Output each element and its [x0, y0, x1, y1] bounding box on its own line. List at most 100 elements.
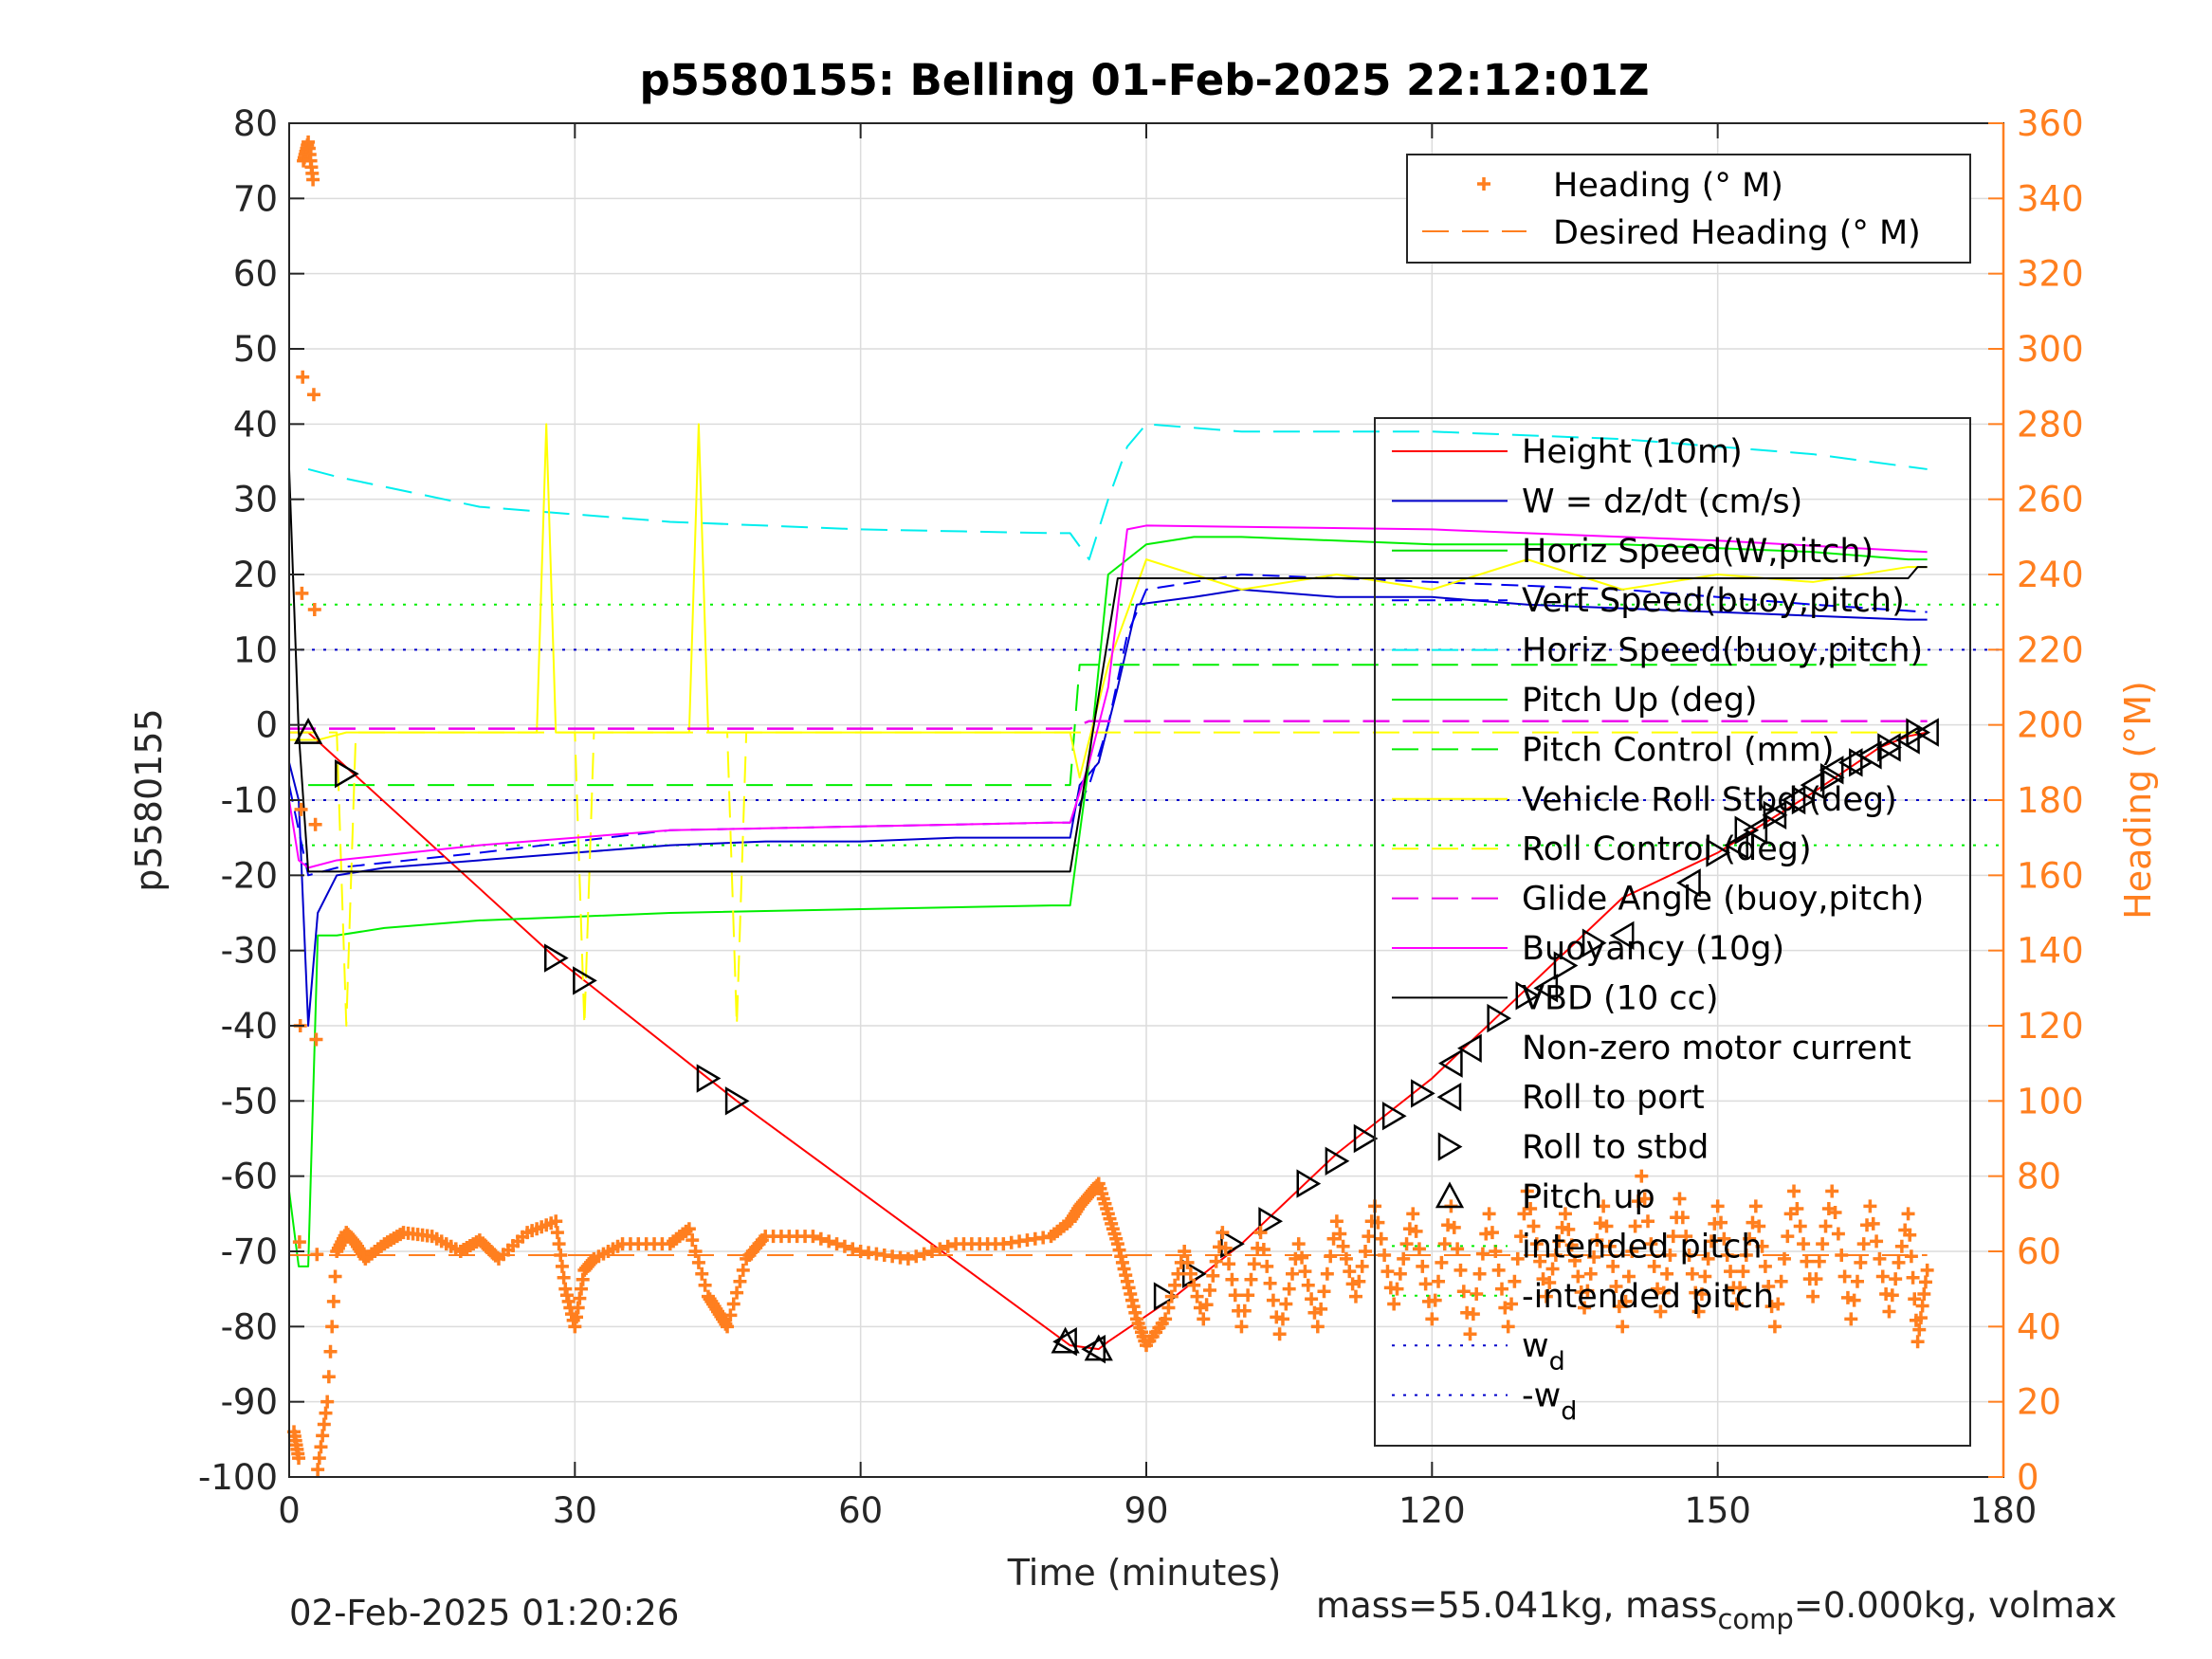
heading-point — [933, 1242, 947, 1256]
y-left-tick-label: -90 — [221, 1382, 278, 1423]
heading-point — [326, 1294, 340, 1308]
y-left-tick-label: 40 — [233, 404, 278, 445]
heading-point — [1666, 1230, 1680, 1244]
heading-point — [1178, 1245, 1192, 1258]
heading-point — [1397, 1251, 1411, 1266]
x-tick-label: 150 — [1684, 1490, 1751, 1531]
heading-point — [1637, 1192, 1652, 1206]
heading-point — [1621, 1269, 1636, 1284]
heading-point — [1199, 1298, 1214, 1312]
heading-point — [837, 1239, 851, 1253]
marker-roll-to-port — [1609, 921, 1635, 950]
heading-point — [1275, 1312, 1289, 1326]
heading-point — [1168, 1278, 1182, 1292]
y-right-tick-label: 40 — [2017, 1306, 2061, 1347]
legend-symbol-roll-port — [1436, 1083, 1462, 1112]
heading-point — [1602, 1239, 1617, 1253]
heading-point — [1590, 1233, 1604, 1248]
heading-point — [1222, 1257, 1236, 1271]
heading-point — [305, 166, 320, 180]
heading-point — [1641, 1214, 1655, 1229]
heading-point — [1673, 1192, 1687, 1206]
heading-point — [1282, 1282, 1296, 1296]
heading-point — [1209, 1254, 1223, 1268]
legend-top-label: Heading (° M) — [1553, 167, 1783, 205]
heading-point — [1447, 1220, 1461, 1234]
heading-point — [1908, 1292, 1922, 1306]
heading-point — [1451, 1242, 1465, 1256]
heading-point — [1345, 1277, 1360, 1291]
heading-point — [1691, 1304, 1706, 1319]
heading-point — [1710, 1199, 1725, 1213]
heading-point — [1724, 1265, 1738, 1279]
heading-point — [1539, 1289, 1553, 1304]
mass-suffix: =0.000kg, volmax — [1793, 1585, 2117, 1626]
heading-point — [1472, 1267, 1487, 1281]
heading-point — [311, 1463, 325, 1477]
heading-point — [1453, 1263, 1468, 1277]
heading-point — [1494, 1282, 1508, 1296]
heading-point — [1771, 1297, 1785, 1311]
marker-roll-to-stbd — [1763, 800, 1788, 830]
heading-point — [1435, 1255, 1449, 1269]
heading-point — [1301, 1278, 1315, 1292]
heading-point — [1456, 1285, 1471, 1299]
heading-point — [321, 1370, 336, 1384]
heading-point — [1863, 1199, 1877, 1213]
marker-roll-to-stbd — [1220, 1229, 1245, 1259]
heading-point — [1764, 1300, 1779, 1314]
heading-point — [1568, 1253, 1581, 1267]
heading-point — [314, 1440, 328, 1454]
legend-main-label: Glide Angle (buoy,pitch) — [1522, 881, 1924, 919]
heading-point — [1854, 1255, 1868, 1269]
heading-point — [1228, 1288, 1242, 1303]
heading-point — [1847, 1293, 1861, 1307]
heading-point — [1548, 1248, 1563, 1262]
heading-point — [1390, 1282, 1404, 1296]
heading-point — [1555, 1220, 1569, 1234]
heading-point — [1583, 1267, 1598, 1281]
legend-main-label: intended pitch — [1522, 1228, 1763, 1266]
series-height-10m- — [289, 731, 1928, 1351]
heading-point — [846, 1242, 860, 1256]
heading-point — [1272, 1327, 1287, 1341]
heading-point — [294, 802, 308, 816]
heading-point — [291, 1447, 305, 1461]
heading-point — [1164, 1289, 1179, 1304]
heading-point — [1295, 1250, 1309, 1265]
marker-roll-to-stbd — [1791, 785, 1817, 815]
heading-point — [309, 1032, 323, 1047]
x-tick-label: 120 — [1398, 1490, 1466, 1531]
right-axis-label: Heading (°M) — [2117, 681, 2159, 920]
heading-point — [1777, 1251, 1791, 1266]
heading-point — [1399, 1237, 1414, 1251]
heading-point — [1524, 1202, 1538, 1216]
heading-point — [1520, 1184, 1534, 1198]
heading-point — [1812, 1254, 1826, 1268]
legend-main-label: Roll to stbd — [1522, 1129, 1709, 1167]
heading-point — [554, 1248, 568, 1262]
heading-point — [1647, 1259, 1661, 1273]
legend-main: Height (10m) W = dz/dt (cm/s) Horiz Speed(… — [1374, 417, 1971, 1447]
heading-point — [1247, 1257, 1261, 1271]
heading-point — [723, 1308, 738, 1322]
x-tick-label: 0 — [278, 1490, 301, 1531]
data-series — [288, 423, 1928, 1351]
heading-point — [726, 1297, 740, 1311]
heading-point — [1371, 1215, 1385, 1230]
heading-point — [1656, 1285, 1671, 1300]
heading-point — [1180, 1255, 1195, 1269]
y-left-tick-label: -70 — [221, 1231, 278, 1272]
heading-point — [319, 1406, 333, 1420]
heading-point — [576, 1272, 590, 1286]
heading-point — [1270, 1310, 1284, 1324]
marker-roll-to-stbd — [1411, 1079, 1435, 1108]
y-right-tick-label: 300 — [2017, 329, 2084, 370]
right-axis-ticks: 3603403203002802602402202001801601401201… — [1988, 103, 2084, 1498]
heading-point — [1912, 1322, 1927, 1337]
heading-point — [1894, 1239, 1909, 1253]
y-right-tick-label: 220 — [2017, 629, 2084, 670]
heading-point — [695, 1267, 709, 1281]
heading-point — [691, 1255, 705, 1269]
legend-main-label: Height (10m) — [1522, 433, 1743, 471]
